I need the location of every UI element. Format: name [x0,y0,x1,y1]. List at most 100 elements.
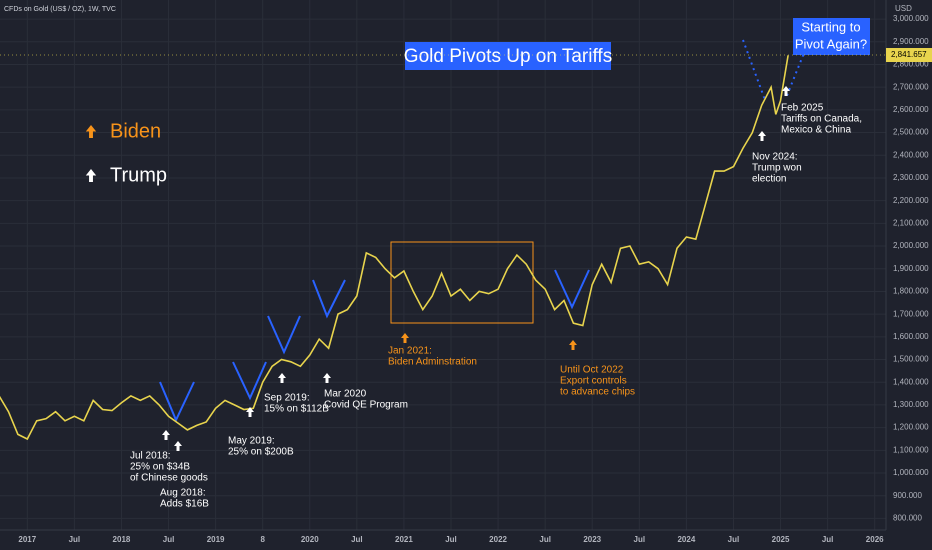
y-tick-label: 800.000 [893,514,922,523]
chart-title: Gold Pivots Up on Tariffs [404,46,612,67]
y-tick-label: 2,900.000 [893,37,929,46]
legend-label: Trump [110,164,167,186]
x-tick-label: 2020 [301,535,319,544]
y-tick-label: 1,900.000 [893,264,929,273]
y-tick-label: 2,800.000 [893,60,929,69]
x-tick-label: 2025 [772,535,790,544]
range-box [390,241,534,324]
x-tick-label: Jul [539,535,551,544]
arrow [323,373,331,383]
arrow [569,340,577,350]
callout-box [793,18,870,55]
annotation: 25% on $34B [130,462,190,473]
annotation: Jan 2021: [388,346,432,357]
annotation: Until Oct 2022 [560,365,624,376]
callout: Pivot Again? [795,36,867,51]
annotation: Trump won [752,163,802,174]
y-tick-label: 1,200.000 [893,423,929,432]
x-tick-label: 2019 [207,535,225,544]
y-tick-label: 3,000.000 [893,14,929,23]
currency: USD [895,4,912,13]
annotation: May 2019: [228,436,275,447]
annotation: Tariffs on Canada, [781,114,862,125]
x-tick-label: Jul [69,535,81,544]
y-tick-label: 1,400.000 [893,377,929,386]
annotation: Aug 2018: [160,488,206,499]
annotation: Sep 2019: [264,393,310,404]
arrow [782,86,790,96]
annotation: Nov 2024: [752,152,798,163]
v-shape [232,361,267,401]
y-tick-label: 2,500.000 [893,128,929,137]
v-shapes [159,37,811,423]
x-tick-label: 2017 [18,535,36,544]
grid [0,0,886,530]
arrow [401,333,409,343]
v-shape [312,279,346,319]
last-price-label: 2,841.657 [891,50,927,59]
annotation: Mexico & China [781,125,851,136]
x-tick-label: Jul [634,535,646,544]
y-tick-label: 1,300.000 [893,400,929,409]
legend-label: Biden [110,120,161,142]
arrow [758,131,766,141]
y-tick-label: 1,000.000 [893,468,929,477]
y-tick-label: 2,600.000 [893,105,929,114]
v-shape [267,315,301,355]
annotation: Export controls [560,376,627,387]
annotation: 25% on $200B [228,447,294,458]
price-line [0,55,789,441]
y-tick-label: 1,800.000 [893,287,929,296]
y-tick-label: 1,600.000 [893,332,929,341]
x-tick-label: Jul [822,535,834,544]
x-tick-label: 2021 [395,535,413,544]
x-tick-label: 2022 [489,535,507,544]
title-box [405,42,611,70]
x-tick-label: Jul [445,535,457,544]
x-tick-label: 2023 [583,535,601,544]
arrow [85,169,97,182]
x-tick-label: Jul [728,535,740,544]
x-tick-label: Jul [163,535,175,544]
annotation: Jul 2018: [130,451,171,462]
arrow [174,441,182,451]
y-tick-label: 1,500.000 [893,355,929,364]
y-tick-label: 2,300.000 [893,173,929,182]
arrow [246,407,254,417]
annotation: Biden Adminstration [388,357,477,368]
x-tick-label: 2018 [113,535,131,544]
x-tick-label: Jul [351,535,363,544]
annotation: to advance chips [560,387,635,398]
annotation: 15% on $112B [264,404,329,415]
arrow [162,430,170,440]
y-tick-label: 2,000.000 [893,241,929,250]
x-tick-label: 8 [260,535,265,544]
plot [0,55,789,441]
y-tick-label: 900.000 [893,491,922,500]
last-price-tag [886,48,932,63]
annotation: Covid QE Program [324,400,408,411]
symbol: CFDs on Gold (US$ / OZ), 1W, TVC [4,6,116,13]
callout: Starting to [801,19,860,34]
y-tick-label: 1,100.000 [893,445,929,454]
arrow [85,125,97,138]
v-shape [159,381,195,423]
x-tick-label: 2024 [677,535,695,544]
annotation: election [752,174,786,185]
y-tick-label: 2,700.000 [893,82,929,91]
dotted-line [742,39,766,101]
annotation: Adds $16B [160,499,209,510]
x-tick-label: 2026 [866,535,884,544]
arrow [278,373,286,383]
y-tick-label: 2,400.000 [893,150,929,159]
y-tick-label: 2,200.000 [893,196,929,205]
annotation: Mar 2020 [324,389,367,400]
annotation: of Chinese goods [130,473,208,484]
y-tick-label: 2,100.000 [893,218,929,227]
annotation: Feb 2025 [781,103,824,114]
y-tick-label: 1,700.000 [893,309,929,318]
v-shape [554,269,590,310]
